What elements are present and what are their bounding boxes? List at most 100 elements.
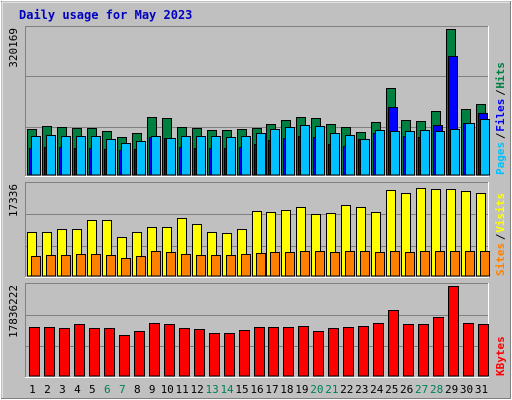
x-tick-label-day-19: 19 xyxy=(295,383,308,396)
panel-max-label: 320169 xyxy=(7,28,20,68)
bar-kbytes-day-9 xyxy=(149,323,160,377)
bar-sites-day-11 xyxy=(181,254,191,277)
bar-sites-day-9 xyxy=(151,251,161,277)
bar-sites-day-21 xyxy=(330,252,340,277)
bar-pages-day-30 xyxy=(465,123,475,176)
bar-pages-day-4 xyxy=(76,136,86,176)
bar-pages-day-24 xyxy=(375,130,385,176)
bar-sites-day-6 xyxy=(106,255,116,277)
bar-sites-day-10 xyxy=(166,252,176,277)
bar-sites-day-13 xyxy=(211,255,221,277)
bar-kbytes-day-30 xyxy=(463,323,474,377)
bar-pages-day-31 xyxy=(480,119,490,176)
x-tick-label-day-13: 13 xyxy=(205,383,218,396)
bar-pages-day-21 xyxy=(330,133,340,176)
bar-pages-day-29 xyxy=(450,129,460,176)
bar-sites-day-30 xyxy=(465,251,475,277)
bar-kbytes-day-28 xyxy=(433,317,444,377)
x-tick-label-day-1: 1 xyxy=(29,383,36,396)
bar-pages-day-28 xyxy=(435,131,445,176)
x-tick-label-day-16: 16 xyxy=(250,383,263,396)
bar-sites-day-23 xyxy=(360,251,370,277)
bar-kbytes-day-21 xyxy=(328,328,339,377)
bar-kbytes-day-23 xyxy=(358,326,369,377)
bar-kbytes-day-8 xyxy=(134,331,145,377)
panel-max-label: 17336 xyxy=(7,184,20,217)
bar-sites-day-7 xyxy=(121,258,131,277)
bar-kbytes-day-17 xyxy=(268,327,279,377)
bar-kbytes-day-16 xyxy=(254,327,265,377)
bar-pages-day-1 xyxy=(31,136,41,176)
bar-kbytes-day-20 xyxy=(313,331,324,377)
bar-pages-day-5 xyxy=(91,136,101,176)
x-tick-label-day-11: 11 xyxy=(176,383,189,396)
x-tick-label-day-9: 9 xyxy=(149,383,156,396)
bar-kbytes-day-29 xyxy=(448,286,459,377)
legend-pages: Pages xyxy=(494,142,507,175)
chart-title: Daily usage for May 2023 xyxy=(19,8,192,22)
legend-kbytes: KBytes xyxy=(494,336,507,376)
bar-pages-day-26 xyxy=(405,131,415,176)
x-tick-label-day-31: 31 xyxy=(475,383,488,396)
panel-kbytes: 17836222 KBytes xyxy=(7,283,507,378)
bar-pages-day-8 xyxy=(136,141,146,176)
bar-sites-day-12 xyxy=(196,255,206,277)
x-tick-label-day-6: 6 xyxy=(104,383,111,396)
x-tick-label-day-15: 15 xyxy=(235,383,248,396)
bar-kbytes-day-25 xyxy=(388,310,399,377)
bar-kbytes-day-6 xyxy=(104,328,115,377)
x-tick-label-day-28: 28 xyxy=(430,383,443,396)
bar-pages-day-17 xyxy=(270,129,280,176)
bar-sites-day-19 xyxy=(300,251,310,277)
bar-pages-day-27 xyxy=(420,130,430,176)
bar-kbytes-day-3 xyxy=(59,328,70,377)
x-tick-label-day-24: 24 xyxy=(370,383,384,396)
bar-sites-day-20 xyxy=(315,251,325,277)
bar-kbytes-day-24 xyxy=(373,323,384,377)
x-tick-label-day-5: 5 xyxy=(89,383,96,396)
x-tick-label-day-26: 26 xyxy=(400,383,413,396)
bar-kbytes-day-4 xyxy=(74,324,85,377)
x-tick-label-day-22: 22 xyxy=(340,383,353,396)
bar-pages-day-11 xyxy=(181,136,191,176)
x-tick-label-day-20: 20 xyxy=(310,383,323,396)
x-tick-label-day-3: 3 xyxy=(59,383,66,396)
bar-sites-day-5 xyxy=(91,254,101,277)
bar-kbytes-day-26 xyxy=(403,324,414,377)
bar-kbytes-day-22 xyxy=(343,327,354,377)
bar-pages-day-3 xyxy=(61,136,71,176)
bar-sites-day-25 xyxy=(390,251,400,277)
bar-pages-day-14 xyxy=(226,137,236,176)
bar-pages-day-15 xyxy=(241,136,251,176)
bar-kbytes-day-5 xyxy=(89,328,100,377)
legend-visits: Visits xyxy=(494,193,507,233)
bar-kbytes-day-19 xyxy=(298,326,309,377)
bar-sites-day-2 xyxy=(46,255,56,277)
bar-pages-day-18 xyxy=(285,127,295,176)
bar-kbytes-day-1 xyxy=(29,327,40,377)
bar-sites-day-31 xyxy=(480,251,490,277)
legend-separator: / xyxy=(494,89,507,96)
bar-sites-day-22 xyxy=(345,251,355,277)
bar-sites-day-29 xyxy=(450,251,460,277)
bar-sites-day-4 xyxy=(76,254,86,277)
bar-pages-day-23 xyxy=(360,139,370,176)
bar-kbytes-day-13 xyxy=(209,333,220,377)
x-tick-label-day-25: 25 xyxy=(385,383,398,396)
bar-pages-day-22 xyxy=(345,135,355,176)
bar-pages-day-9 xyxy=(151,136,161,176)
x-tick-label-day-30: 30 xyxy=(460,383,473,396)
legend-files: Files xyxy=(494,99,507,132)
bar-pages-day-7 xyxy=(121,143,131,176)
x-tick-label-day-12: 12 xyxy=(191,383,204,396)
legend-sites: Sites xyxy=(494,243,507,276)
panel-visits-sites: 17336 Sites /Visits xyxy=(7,182,507,278)
bar-kbytes-day-10 xyxy=(164,324,175,377)
bar-sites-day-3 xyxy=(61,255,71,277)
bar-pages-day-20 xyxy=(315,126,325,176)
bar-kbytes-day-12 xyxy=(194,329,205,377)
bar-pages-day-16 xyxy=(256,133,266,176)
